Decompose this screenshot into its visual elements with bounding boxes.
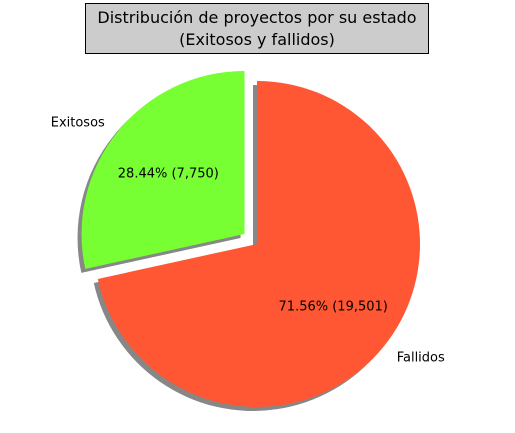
pie-slice-exitosos	[81, 70, 245, 269]
pie-category-label-fallidos: Fallidos	[397, 350, 445, 365]
pie-category-label-exitosos: Exitosos	[51, 116, 105, 131]
pie-value-label-exitosos: 28.44% (7,750)	[118, 167, 219, 182]
pie-slice-fallidos	[97, 81, 420, 407]
chart-subtitle: (Exitosos y fallidos)	[179, 30, 335, 49]
pie-value-label-fallidos: 71.56% (19,501)	[279, 299, 388, 314]
chart-title: Distribución de proyectos por su estado	[97, 8, 417, 27]
chart-title-box: Distribución de proyectos por su estado …	[85, 3, 429, 54]
